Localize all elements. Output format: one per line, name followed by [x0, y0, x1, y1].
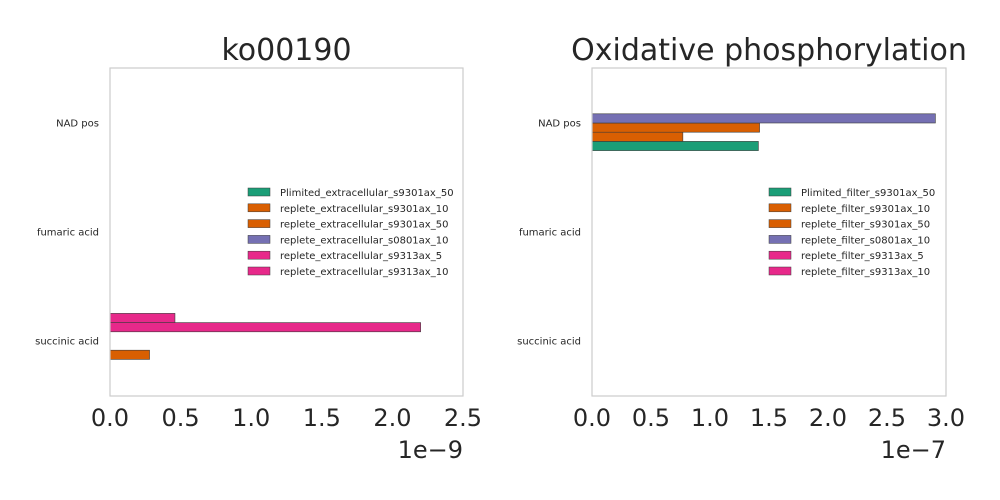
legend-swatch-1-2: [247, 203, 271, 213]
legend-label-2-3: replete_filter_s9301ax_50: [801, 220, 930, 231]
x-tick-label-1-2: 0.5: [162, 404, 200, 432]
legend-swatch-1-3: [247, 219, 271, 228]
legend-label-2-1: Plimited_filter_s9301ax_50: [801, 188, 935, 199]
bar-2-s1-NAD-pos: [591, 141, 759, 151]
x-tick-label-2-2: 0.5: [632, 404, 670, 432]
legend-swatch-1-1: [247, 187, 271, 197]
x-tick-label-2-6: 2.5: [868, 404, 906, 432]
bar-2-s3-NAD-pos: [591, 122, 760, 133]
legend-label-2-6: replete_filter_s9313ax_10: [801, 267, 930, 278]
x-tick-label-2-4: 1.5: [750, 404, 788, 432]
legend-swatch-2-2: [768, 203, 792, 213]
y-tick-label-2-1: NAD pos: [538, 119, 581, 130]
legend-label-1-6: replete_extracellular_s9313ax_10: [280, 267, 448, 278]
legend-label-1-5: replete_extracellular_s9313ax_5: [280, 251, 442, 262]
bar-2-s2-NAD-pos: [591, 131, 684, 142]
legend-label-1-3: replete_extracellular_s9301ax_50: [280, 220, 448, 231]
x-tick-label-2-5: 2.0: [809, 404, 847, 432]
chart-title-2: Oxidative phosphorylation: [571, 33, 967, 68]
y-tick-label-2-3: succinic acid: [517, 337, 581, 348]
y-tick-label-1-3: succinic acid: [35, 337, 99, 348]
x-tick-label-1-4: 1.5: [303, 404, 341, 432]
legend-swatch-1-5: [247, 250, 271, 260]
x-tick-label-1-5: 2.0: [373, 404, 411, 432]
x-offset-text-1: 1e−9: [398, 436, 463, 464]
y-tick-label-1-1: NAD pos: [56, 119, 99, 130]
bar-1-s5-succinic-acid: [109, 322, 421, 333]
y-tick-label-1-2: fumaric acid: [37, 228, 99, 239]
x-tick-label-2-7: 3.0: [927, 404, 965, 432]
legend-swatch-1-4: [247, 235, 271, 244]
legend-label-1-1: Plimited_extracellular_s9301ax_50: [280, 188, 454, 199]
chart-panel-1: ko00190 NAD pos fumaric acid succinic acid 0…: [35, 33, 482, 464]
bar-1-s6-succinic-acid: [109, 313, 176, 323]
legend-label-2-4: replete_filter_s0801ax_10: [801, 235, 930, 246]
legend-label-1-2: replete_extracellular_s9301ax_10: [280, 204, 448, 215]
x-offset-text-2: 1e−7: [881, 436, 946, 464]
x-tick-label-2-1: 0.0: [573, 404, 611, 432]
x-tick-label-2-3: 1.0: [691, 404, 729, 432]
legend-1: Plimited_extracellular_s9301ax_50replete…: [247, 187, 454, 278]
legend-swatch-2-4: [768, 235, 792, 244]
plot-frame-1: [109, 67, 464, 397]
legend-label-2-5: replete_filter_s9313ax_5: [801, 251, 924, 262]
legend-2: Plimited_filter_s9301ax_50 replete_filter…: [768, 187, 935, 278]
legend-swatch-2-5: [768, 250, 792, 260]
legend-label-2-2: replete_filter_s9301ax_10: [801, 204, 930, 215]
x-tick-label-1-1: 0.0: [91, 404, 129, 432]
bar-2-s4-NAD-pos: [591, 113, 936, 124]
plot-frame-2: [591, 67, 947, 397]
legend-swatch-2-1: [768, 187, 792, 197]
chart-title-1: ko00190: [221, 33, 351, 68]
x-tick-label-1-3: 1.0: [232, 404, 270, 432]
x-tick-label-1-6: 2.5: [444, 404, 482, 432]
legend-label-1-4: replete_extracellular_s0801ax_10: [280, 235, 448, 246]
y-tick-label-2-2: fumaric acid: [519, 228, 581, 239]
bar-1-s2-succinic-acid: [109, 349, 150, 360]
legend-swatch-1-6: [247, 266, 271, 276]
chart-panel-2: Oxidative phosphorylation NAD pos fumaric …: [517, 33, 967, 464]
legend-swatch-2-6: [768, 266, 792, 276]
legend-swatch-2-3: [768, 219, 792, 228]
